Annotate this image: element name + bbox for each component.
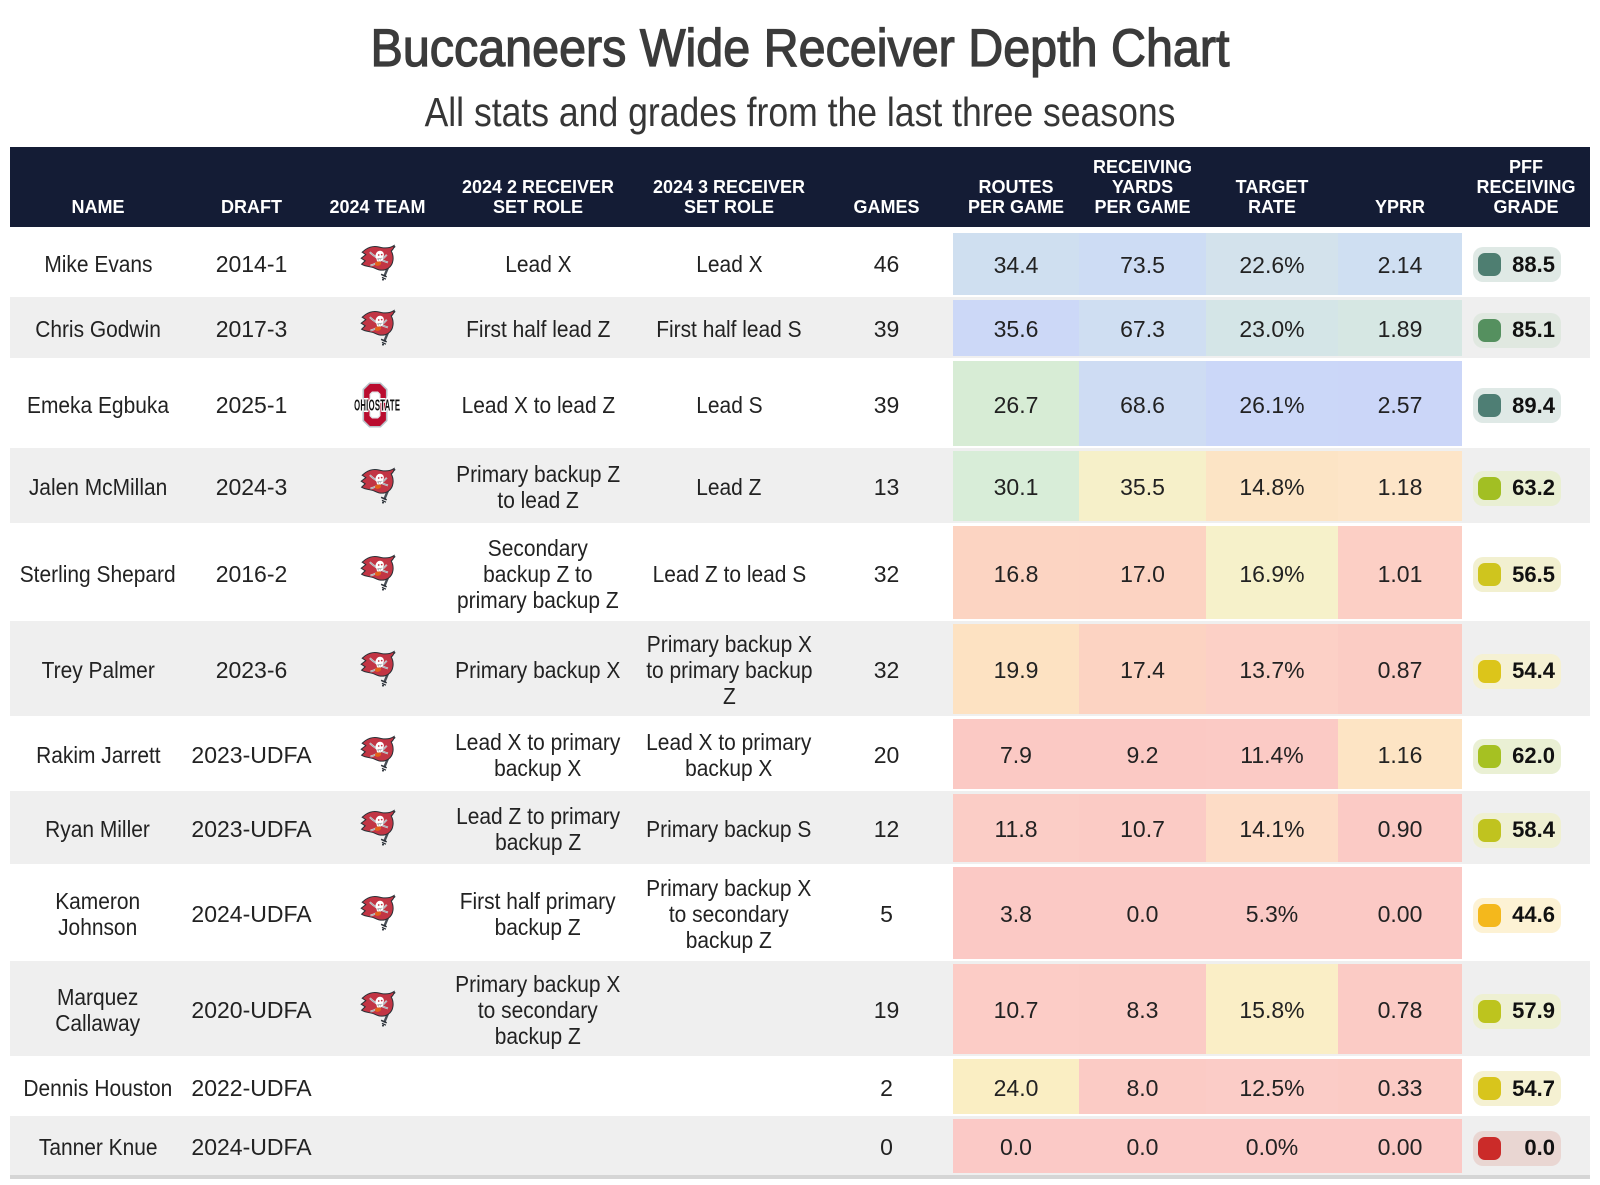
svg-text:OHIOSTATE: OHIOSTATE — [354, 396, 400, 414]
